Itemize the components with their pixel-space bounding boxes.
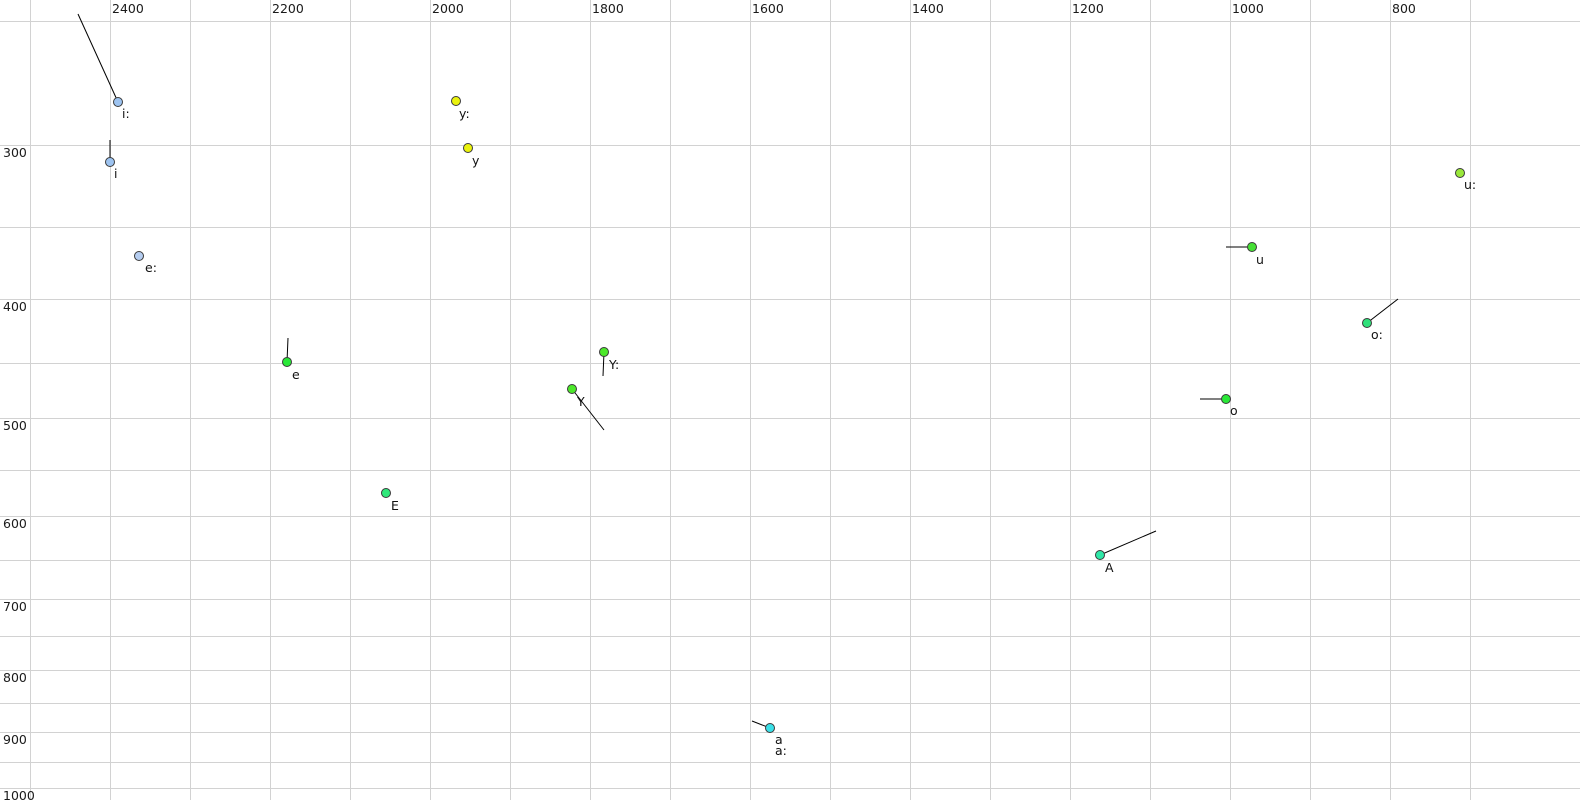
vowel-label: y: <box>459 106 470 121</box>
y-axis-tick-label: 500 <box>3 418 27 433</box>
vowel-marker[interactable] <box>463 143 473 153</box>
gridline-vertical-minor <box>350 0 351 800</box>
x-axis-tick-label: 1800 <box>592 1 624 16</box>
gridline-horizontal-major <box>0 788 1580 789</box>
gridline-horizontal-minor <box>0 227 1580 228</box>
gridline-vertical-minor <box>1310 0 1311 800</box>
x-axis-tick-label: 800 <box>1392 1 1416 16</box>
gridline-vertical-minor <box>830 0 831 800</box>
vowel-marker[interactable] <box>105 157 115 167</box>
vowel-marker[interactable] <box>765 723 775 733</box>
gridline-vertical-minor <box>510 0 511 800</box>
vowel-marker[interactable] <box>1221 394 1231 404</box>
gridline-vertical-major <box>1070 0 1071 800</box>
vowel-label: Y: <box>609 357 620 372</box>
vowel-label: a: <box>775 743 787 758</box>
gridline-horizontal-minor <box>0 703 1580 704</box>
vowel-label: i: <box>122 106 130 121</box>
vowel-marker[interactable] <box>113 97 123 107</box>
vowel-marker[interactable] <box>1095 550 1105 560</box>
gridline-vertical-minor <box>990 0 991 800</box>
gridline-vertical-major <box>110 0 111 800</box>
x-axis-tick-label: 1000 <box>1232 1 1264 16</box>
y-axis-tick-label: 300 <box>3 145 27 160</box>
gridline-vertical-minor <box>190 0 191 800</box>
vowel-marker[interactable] <box>567 384 577 394</box>
gridline-vertical-major <box>1390 0 1391 800</box>
x-axis-tick-label: 1600 <box>752 1 784 16</box>
gridline-vertical-minor <box>1150 0 1151 800</box>
vowel-label: E <box>391 498 399 513</box>
gridline-vertical-major <box>270 0 271 800</box>
vowel-label: i <box>114 166 118 181</box>
gridline-horizontal-minor <box>0 560 1580 561</box>
formant-trajectory-line <box>77 13 119 103</box>
vowel-marker[interactable] <box>134 251 144 261</box>
x-axis-tick-label: 2400 <box>112 1 144 16</box>
vowel-label: a <box>775 732 783 747</box>
vowel-label: o <box>1230 403 1238 418</box>
gridline-vertical-minor <box>670 0 671 800</box>
gridline-vertical-minor <box>30 0 31 800</box>
vowel-marker[interactable] <box>282 357 292 367</box>
y-axis-tick-label: 600 <box>3 516 27 531</box>
y-axis-tick-label: 700 <box>3 599 27 614</box>
vowel-marker[interactable] <box>599 347 609 357</box>
vowel-label: A <box>1105 560 1114 575</box>
formant-trajectory-line <box>1366 298 1399 324</box>
x-axis-tick-label: 2000 <box>432 1 464 16</box>
x-axis-tick-label: 1400 <box>912 1 944 16</box>
gridline-vertical-major <box>590 0 591 800</box>
gridline-vertical-major <box>750 0 751 800</box>
vowel-marker[interactable] <box>1455 168 1465 178</box>
vowel-marker[interactable] <box>1362 318 1372 328</box>
x-axis-tick-label: 2200 <box>272 1 304 16</box>
gridline-horizontal-major <box>0 732 1580 733</box>
gridline-horizontal-major <box>0 145 1580 146</box>
vowel-label: e <box>292 367 300 382</box>
gridline-vertical-major <box>430 0 431 800</box>
vowel-label: y <box>472 153 480 168</box>
gridline-horizontal-minor <box>0 21 1580 22</box>
y-axis-tick-label: 400 <box>3 299 27 314</box>
y-axis-tick-label: 800 <box>3 670 27 685</box>
gridline-horizontal-minor <box>0 363 1580 364</box>
gridline-horizontal-major <box>0 418 1580 419</box>
gridline-horizontal-major <box>0 599 1580 600</box>
vowel-label: u <box>1256 252 1264 267</box>
y-axis-tick-label: 1000 <box>3 788 35 800</box>
y-axis-tick-label: 900 <box>3 732 27 747</box>
formant-trajectory-line <box>1099 530 1157 556</box>
gridline-horizontal-minor <box>0 762 1580 763</box>
vowel-marker[interactable] <box>1247 242 1257 252</box>
vowel-label: o: <box>1371 327 1383 342</box>
gridline-vertical-major <box>910 0 911 800</box>
vowel-marker[interactable] <box>381 488 391 498</box>
vowel-label: u: <box>1464 177 1477 192</box>
gridline-horizontal-major <box>0 299 1580 300</box>
gridline-horizontal-minor <box>0 636 1580 637</box>
gridline-horizontal-major <box>0 670 1580 671</box>
gridline-horizontal-minor <box>0 470 1580 471</box>
vowel-label: Y <box>577 394 585 409</box>
gridline-horizontal-major <box>0 516 1580 517</box>
vowel-marker[interactable] <box>451 96 461 106</box>
vowel-label: e: <box>145 260 157 275</box>
x-axis-tick-label: 1200 <box>1072 1 1104 16</box>
gridline-vertical-minor <box>1470 0 1471 800</box>
